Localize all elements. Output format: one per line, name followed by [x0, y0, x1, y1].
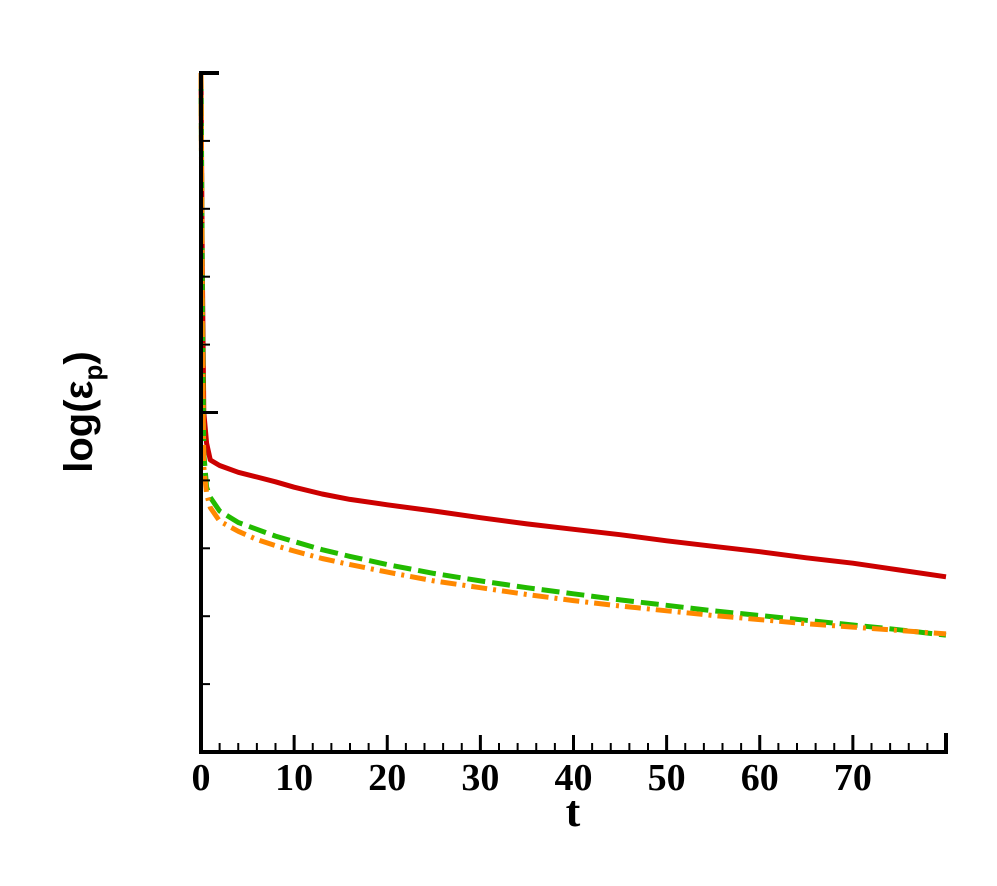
x-axis-title: t — [566, 787, 581, 836]
x-tick-label: 60 — [741, 757, 779, 799]
x-tick-label: 40 — [555, 757, 593, 799]
y-axis-title-sub: p — [78, 365, 108, 381]
series-line-1 — [198, 72, 947, 580]
ticks-layer: 0 10 20 30 40 50 60 70 — [192, 71, 929, 799]
axes-layer — [199, 71, 948, 754]
x-tick-label: 70 — [834, 757, 872, 799]
y-axis-title-close: ) — [57, 351, 101, 364]
series-line-2 — [198, 72, 947, 638]
series-layer — [198, 72, 947, 638]
labels-layer: t log(εp) — [57, 351, 581, 836]
x-tick-label: 30 — [461, 757, 499, 799]
x-tick-label: 0 — [192, 757, 211, 799]
x-tick-label: 50 — [648, 757, 686, 799]
x-tick-label: 20 — [368, 757, 406, 799]
x-tick-label: 10 — [275, 757, 313, 799]
y-axis-title: log(εp) — [57, 351, 108, 473]
series-line-3 — [198, 72, 947, 637]
y-axis-title-main: log(ε — [57, 380, 101, 472]
